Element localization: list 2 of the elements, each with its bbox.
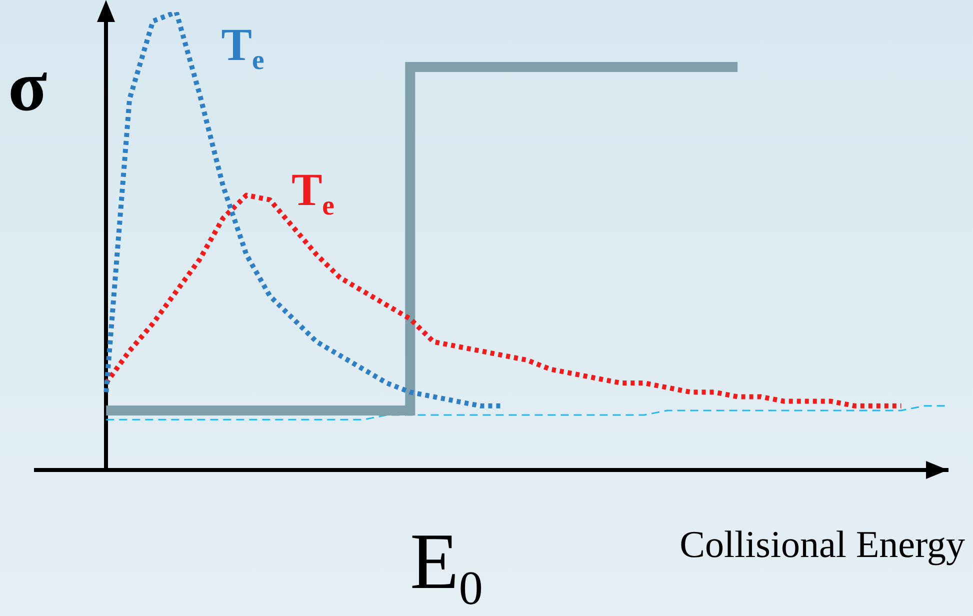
y-axis-title: σ: [8, 46, 48, 126]
x-axis-title: Collisional Energy: [680, 524, 966, 566]
